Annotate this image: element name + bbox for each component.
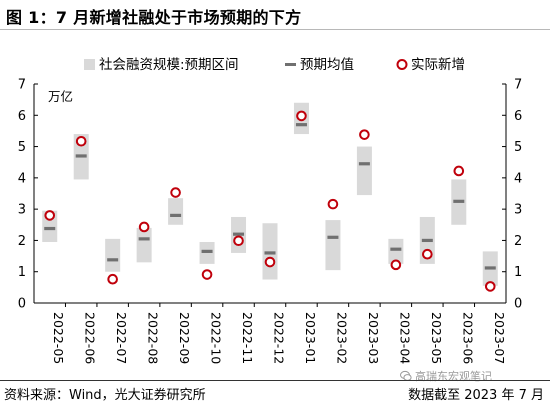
actual-markers [44, 110, 496, 292]
y-tick-label-right: 6 [514, 109, 522, 124]
y-tick-label-right: 1 [514, 265, 522, 280]
legend-median-label: 预期均值 [300, 57, 354, 73]
median-mark [201, 249, 213, 253]
actual-marker [264, 256, 276, 268]
x-tick-label: 2023-05 [429, 312, 444, 364]
axes [33, 83, 507, 307]
range-bar [356, 146, 372, 196]
median-mark [421, 238, 433, 243]
median-mark [484, 266, 496, 270]
median-mark [233, 232, 245, 236]
x-tick-label: 2023-06 [460, 312, 475, 364]
legend-median-swatch [285, 63, 296, 66]
median-mark [295, 123, 307, 127]
y-tick-label-right: 7 [514, 78, 522, 93]
actual-marker [107, 273, 118, 285]
legend-actual-swatch [396, 59, 408, 70]
x-tick-label: 2022-05 [51, 312, 66, 364]
y-tick-label-left: 6 [18, 109, 26, 124]
median-mark [264, 251, 276, 255]
x-tick-label: 2023-04 [397, 312, 412, 364]
y-tick-label-right: 2 [514, 234, 522, 249]
actual-marker [233, 235, 244, 247]
range-bar [105, 238, 121, 272]
actual-marker [44, 210, 56, 221]
legend-range-label: 社会融资规模:预期区间 [99, 57, 239, 73]
actual-marker [359, 129, 370, 140]
y-tick-label-left: 7 [18, 78, 26, 93]
actual-marker [170, 187, 181, 198]
figure-title: 图 1：7 月新增社融处于市场预期的下方 [6, 8, 302, 27]
date-note: 数据截至 2023 年 7 月 [408, 388, 544, 403]
x-tick-label: 2022-08 [146, 312, 161, 364]
median-mark [327, 235, 339, 239]
x-tick-label: 2022-06 [83, 312, 98, 364]
title-divider [0, 29, 550, 30]
legend-actual-label: 实际新增 [411, 57, 465, 73]
range-bar [325, 220, 341, 271]
actual-marker [422, 248, 433, 260]
actual-marker [327, 198, 339, 210]
range-bar [136, 227, 152, 263]
median-marks [44, 123, 496, 270]
y-tick-label-left: 3 [18, 203, 26, 218]
source-note: 资料来源：Wind，光大证券研究所 [4, 388, 206, 403]
actual-marker [453, 165, 465, 177]
median-mark [358, 162, 370, 166]
x-tick-label: 2022-09 [177, 312, 192, 364]
median-mark [390, 247, 402, 251]
y-tick-label-right: 0 [514, 297, 522, 312]
y-tick-label-left: 0 [18, 297, 26, 312]
actual-marker [138, 221, 150, 233]
chart-legend: 社会融资规模:预期区间 预期均值 实际新增 [84, 57, 465, 73]
y-tick-label-left: 2 [18, 234, 26, 249]
tick-labels: 0 0 1 1 2 2 3 3 4 4 5 5 6 6 7 7 2022-05 2022-06 2022-07 202… [18, 78, 523, 365]
actual-marker [484, 281, 496, 292]
x-tick-label: 2023-01 [303, 312, 318, 364]
median-mark [170, 213, 182, 217]
y-tick-label-right: 5 [514, 140, 522, 155]
y-tick-label-left: 4 [18, 171, 26, 186]
x-tick-label: 2023-07 [492, 312, 507, 364]
y-tick-label-left: 1 [18, 265, 26, 280]
actual-marker [390, 259, 402, 271]
actual-marker [296, 110, 307, 122]
y-tick-label-right: 3 [514, 203, 522, 218]
x-tick-label: 2023-02 [334, 312, 349, 364]
range-bar [388, 238, 404, 264]
actual-marker [201, 269, 213, 280]
median-mark [75, 154, 87, 158]
median-mark [453, 199, 465, 203]
range-bar [168, 198, 184, 225]
actual-marker [75, 135, 87, 147]
x-tick-label: 2022-10 [209, 312, 224, 364]
median-mark [44, 226, 56, 231]
range-dot-chart: 社会融资规模:预期区间 预期均值 实际新增 万亿 0 0 1 1 2 2 3 3 4 4 5 5 6 6 7… [18, 57, 523, 365]
watermark-text: 高瑞东宏观笔记 [415, 370, 492, 383]
x-tick-label: 2022-07 [114, 312, 129, 364]
x-tick-label: 2022-11 [240, 312, 255, 364]
x-tick-label: 2023-03 [366, 312, 381, 364]
legend-range-swatch [84, 59, 95, 70]
y-tick-label-left: 5 [18, 140, 26, 155]
median-mark [107, 258, 119, 262]
watermark: 高瑞东宏观笔记 [400, 368, 492, 384]
x-tick-label: 2022-12 [272, 312, 287, 364]
median-mark [138, 237, 150, 241]
wechat-icon [400, 370, 412, 381]
y-tick-label-right: 4 [514, 171, 522, 186]
y-axis-unit: 万亿 [48, 89, 73, 104]
footer-divider [0, 380, 550, 381]
